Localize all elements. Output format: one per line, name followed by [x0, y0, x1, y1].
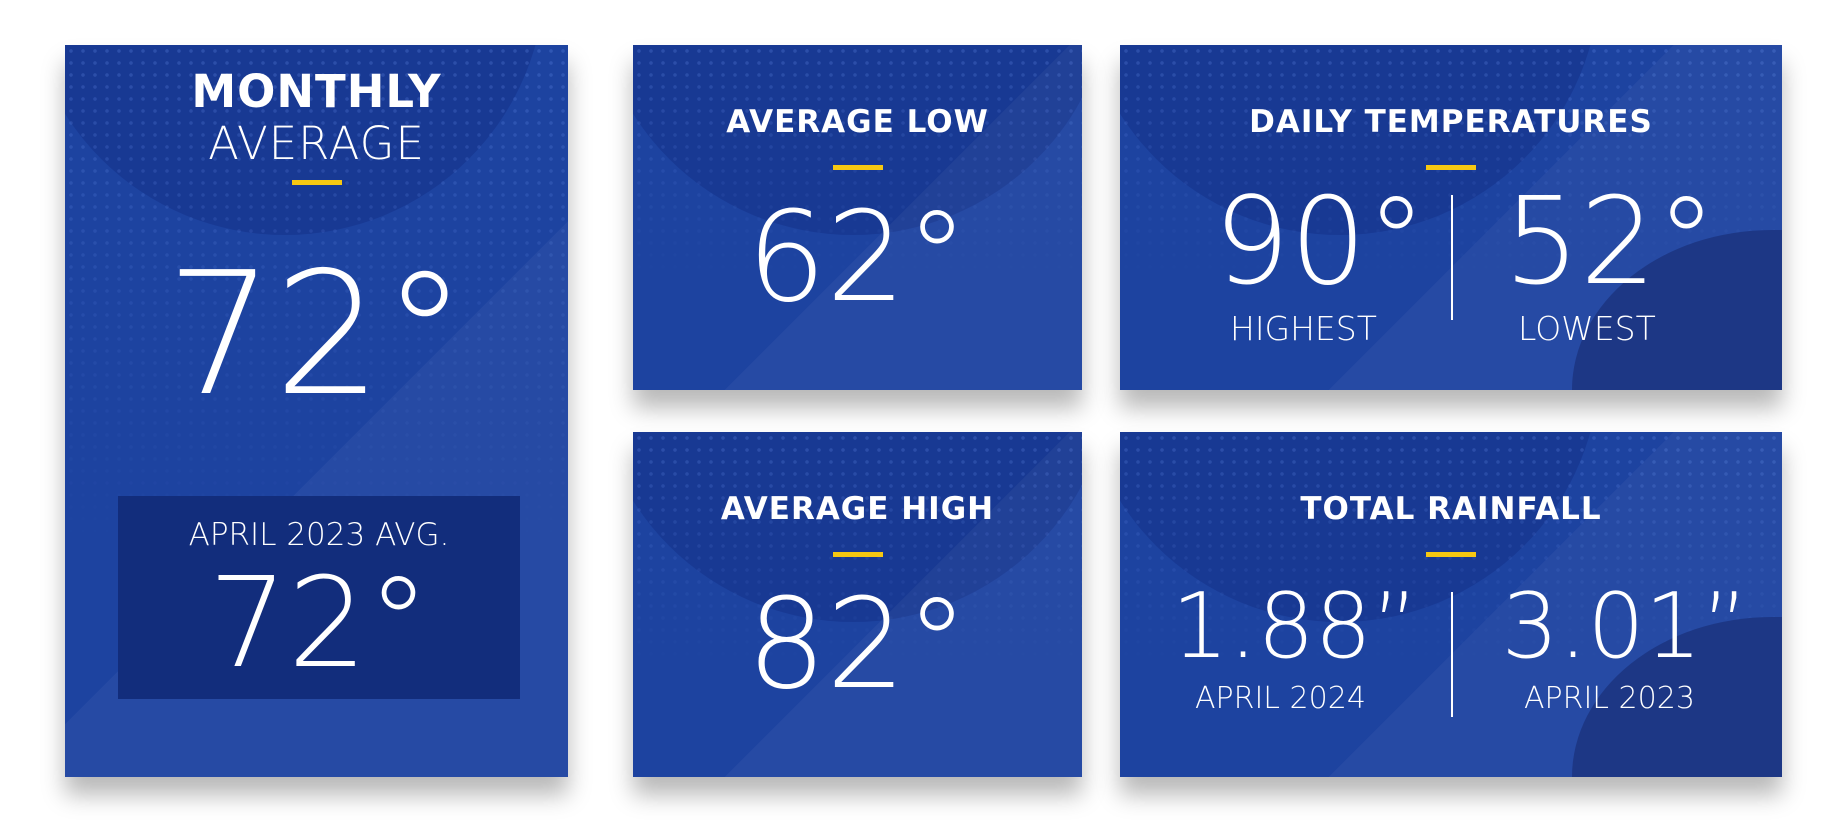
- divider: [1451, 195, 1453, 320]
- monthly-value: 72°: [165, 236, 468, 434]
- compare-box: APRIL 2023 AVG. 72°: [118, 496, 520, 699]
- rainfall-current-value: 1.88”: [1171, 574, 1419, 679]
- highest-label: HIGHEST: [1230, 309, 1377, 348]
- divider: [1451, 592, 1453, 717]
- daily-temperatures-card: DAILY TEMPERATURES 90° HIGHEST 52° LOWES…: [1120, 45, 1782, 390]
- daily-title: DAILY TEMPERATURES: [1249, 104, 1653, 140]
- accent-bar: [832, 165, 883, 170]
- accent-bar: [291, 180, 342, 185]
- lowest-value: 52°: [1503, 173, 1717, 312]
- accent-bar: [1426, 165, 1476, 170]
- rainfall-previous-label: APRIL 2023: [1524, 681, 1695, 716]
- monthly-average-card: MONTHLY AVERAGE 72° APRIL 2023 AVG. 72°: [65, 45, 568, 777]
- rainfall-title: TOTAL RAINFALL: [1300, 491, 1602, 527]
- lowest-label: LOWEST: [1518, 309, 1656, 348]
- average-high-card: AVERAGE HIGH 82°: [633, 432, 1082, 777]
- accent-bar: [832, 552, 883, 557]
- monthly-title-bold: MONTHLY: [191, 65, 442, 118]
- rainfall-previous-value: 3.01”: [1501, 574, 1749, 679]
- rainfall-current-label: APRIL 2024: [1195, 681, 1366, 716]
- total-rainfall-card: TOTAL RAINFALL 1.88” APRIL 2024 3.01” AP…: [1120, 432, 1782, 777]
- average-low-value: 62°: [746, 185, 969, 330]
- average-high-title: AVERAGE HIGH: [720, 491, 995, 527]
- average-low-title: AVERAGE LOW: [726, 104, 989, 140]
- average-low-card: AVERAGE LOW 62°: [633, 45, 1082, 390]
- compare-value: 72°: [208, 551, 430, 696]
- compare-label: APRIL 2023 AVG.: [188, 517, 450, 553]
- monthly-title-light: AVERAGE: [208, 117, 425, 170]
- accent-bar: [1426, 552, 1476, 557]
- highest-value: 90°: [1213, 173, 1427, 312]
- average-high-value: 82°: [746, 572, 969, 717]
